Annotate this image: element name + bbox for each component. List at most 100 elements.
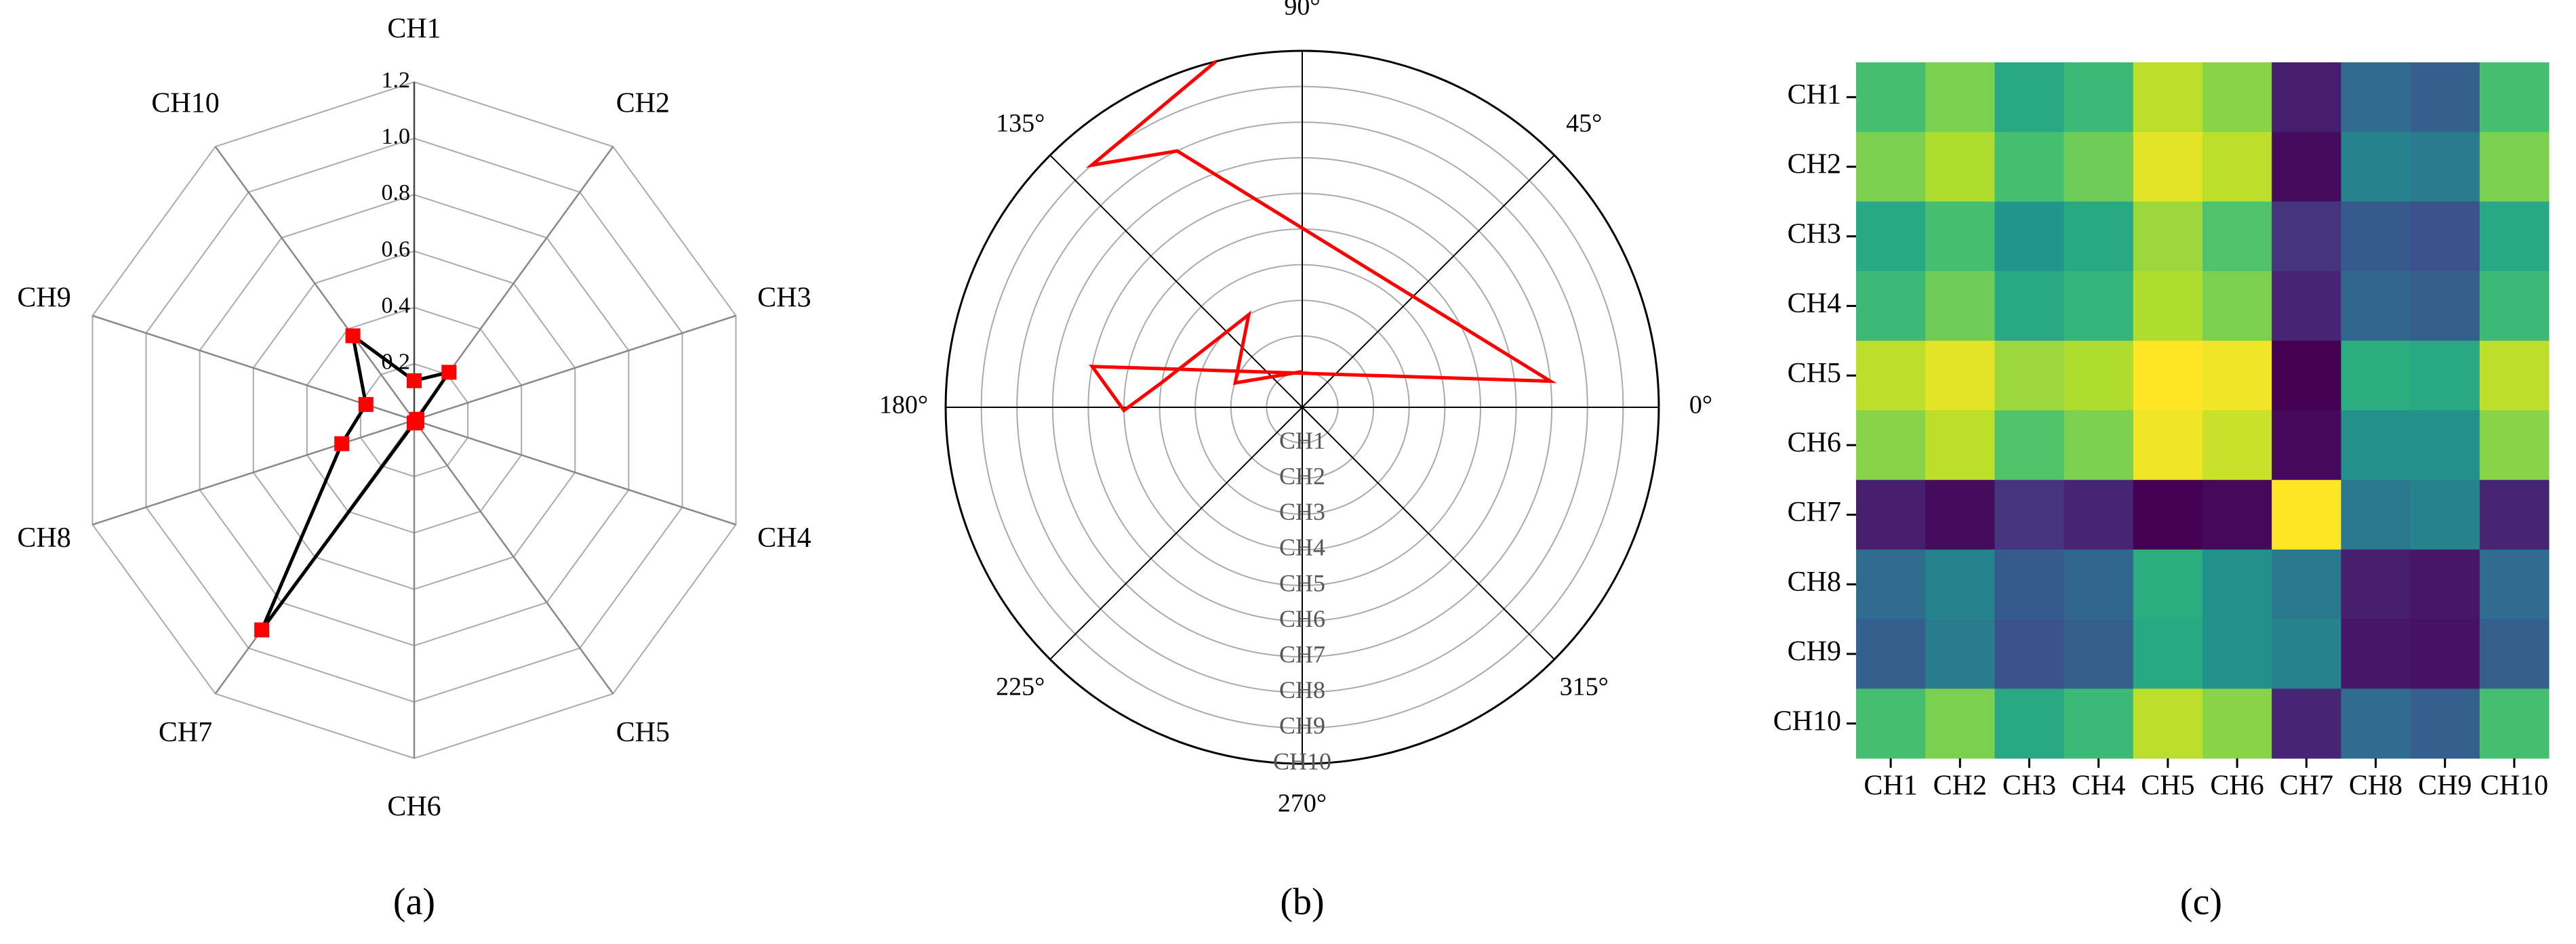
cell [2341,201,2411,272]
cell [2272,619,2341,689]
marker [254,622,270,638]
cell [2410,340,2480,411]
cell [1925,271,1995,342]
cell [2479,480,2550,550]
cell [2272,340,2341,411]
spoke [413,419,614,695]
cell [1925,62,1995,133]
marker [358,396,374,412]
cell [1994,62,2065,133]
cell [2133,131,2203,202]
cell [2341,549,2411,620]
cell [1856,480,1926,550]
axis-label: CH1 [387,14,441,45]
cell [2202,201,2272,272]
cell [2202,549,2272,620]
y-tick-label: CH10 [1773,705,1841,737]
r-tick-label: 1.2 [382,68,411,93]
x-tick-label: CH3 [2003,771,2056,802]
x-tick-label: CH8 [2349,771,2402,802]
cell [1994,271,2065,342]
cell [2202,480,2272,550]
theta-tick-label: 0° [1689,391,1712,419]
axis-label: CH10 [151,87,219,119]
theta-tick-label: 180° [879,391,928,419]
spoke [1302,155,1555,408]
cell [2479,619,2550,689]
cell [1925,689,1995,759]
cell [2272,549,2341,620]
cell [2341,689,2411,759]
y-tick-label: CH3 [1788,218,1841,249]
cell [2479,689,2550,759]
axis-label: CH9 [17,282,71,313]
cell [1925,201,1995,272]
spoke [1302,407,1555,660]
cell [2341,62,2411,133]
cell [2202,689,2272,759]
r-tick-label: CH8 [1279,676,1325,703]
r-tick-label: CH9 [1279,712,1325,739]
cell [1994,689,2065,759]
marker [441,365,457,380]
spoke [92,419,415,526]
cell [1856,271,1926,342]
cell [1856,340,1926,411]
spoke [414,419,736,526]
x-tick-label: CH7 [2280,771,2333,802]
axis-label: CH7 [159,717,212,748]
cell [2272,131,2341,202]
r-tick-label: CH1 [1279,427,1325,454]
cell [2479,549,2550,620]
cell [2479,131,2550,202]
r-tick-label: CH10 [1273,747,1331,775]
spoke [1049,155,1303,408]
cell [2410,689,2480,759]
y-tick-label: CH5 [1788,358,1841,389]
cell [1994,549,2065,620]
cell [1994,619,2065,689]
axis-label: CH6 [387,792,441,823]
cell [1856,549,1926,620]
cell [2341,340,2411,411]
r-tick-label: 0.6 [382,237,411,262]
cell [1994,131,2065,202]
cell [2133,201,2203,272]
cell [2064,340,2134,411]
cell [2341,410,2411,480]
cell [2272,480,2341,550]
cell [1856,410,1926,480]
cell [2479,410,2550,480]
caption: (c) [2180,881,2222,923]
cell [1994,410,2065,480]
cell [2341,271,2411,342]
cell [2410,201,2480,272]
r-tick-label: 1.0 [382,124,411,149]
cell [2064,480,2134,550]
cell [2133,340,2203,411]
cell [2202,271,2272,342]
r-tick-label: CH3 [1279,498,1325,525]
y-tick-label: CH7 [1788,497,1841,528]
cell [2410,480,2480,550]
data-line [1085,60,1557,413]
cell [2479,271,2550,342]
axis-label: CH8 [17,522,71,554]
theta-tick-label: 45° [1566,109,1602,138]
axis-label: CH4 [757,522,811,554]
r-tick-label: CH2 [1279,462,1325,489]
spoke [214,146,416,421]
cell [1925,549,1995,620]
cell [1856,201,1926,272]
x-tick-label: CH10 [2480,771,2548,802]
cell [2133,689,2203,759]
cell [2133,549,2203,620]
cell [1856,62,1926,133]
cell [2064,689,2134,759]
cell [2202,340,2272,411]
cell [1994,340,2065,411]
cell [2272,62,2341,133]
marker [345,328,361,344]
cell [2341,131,2411,202]
